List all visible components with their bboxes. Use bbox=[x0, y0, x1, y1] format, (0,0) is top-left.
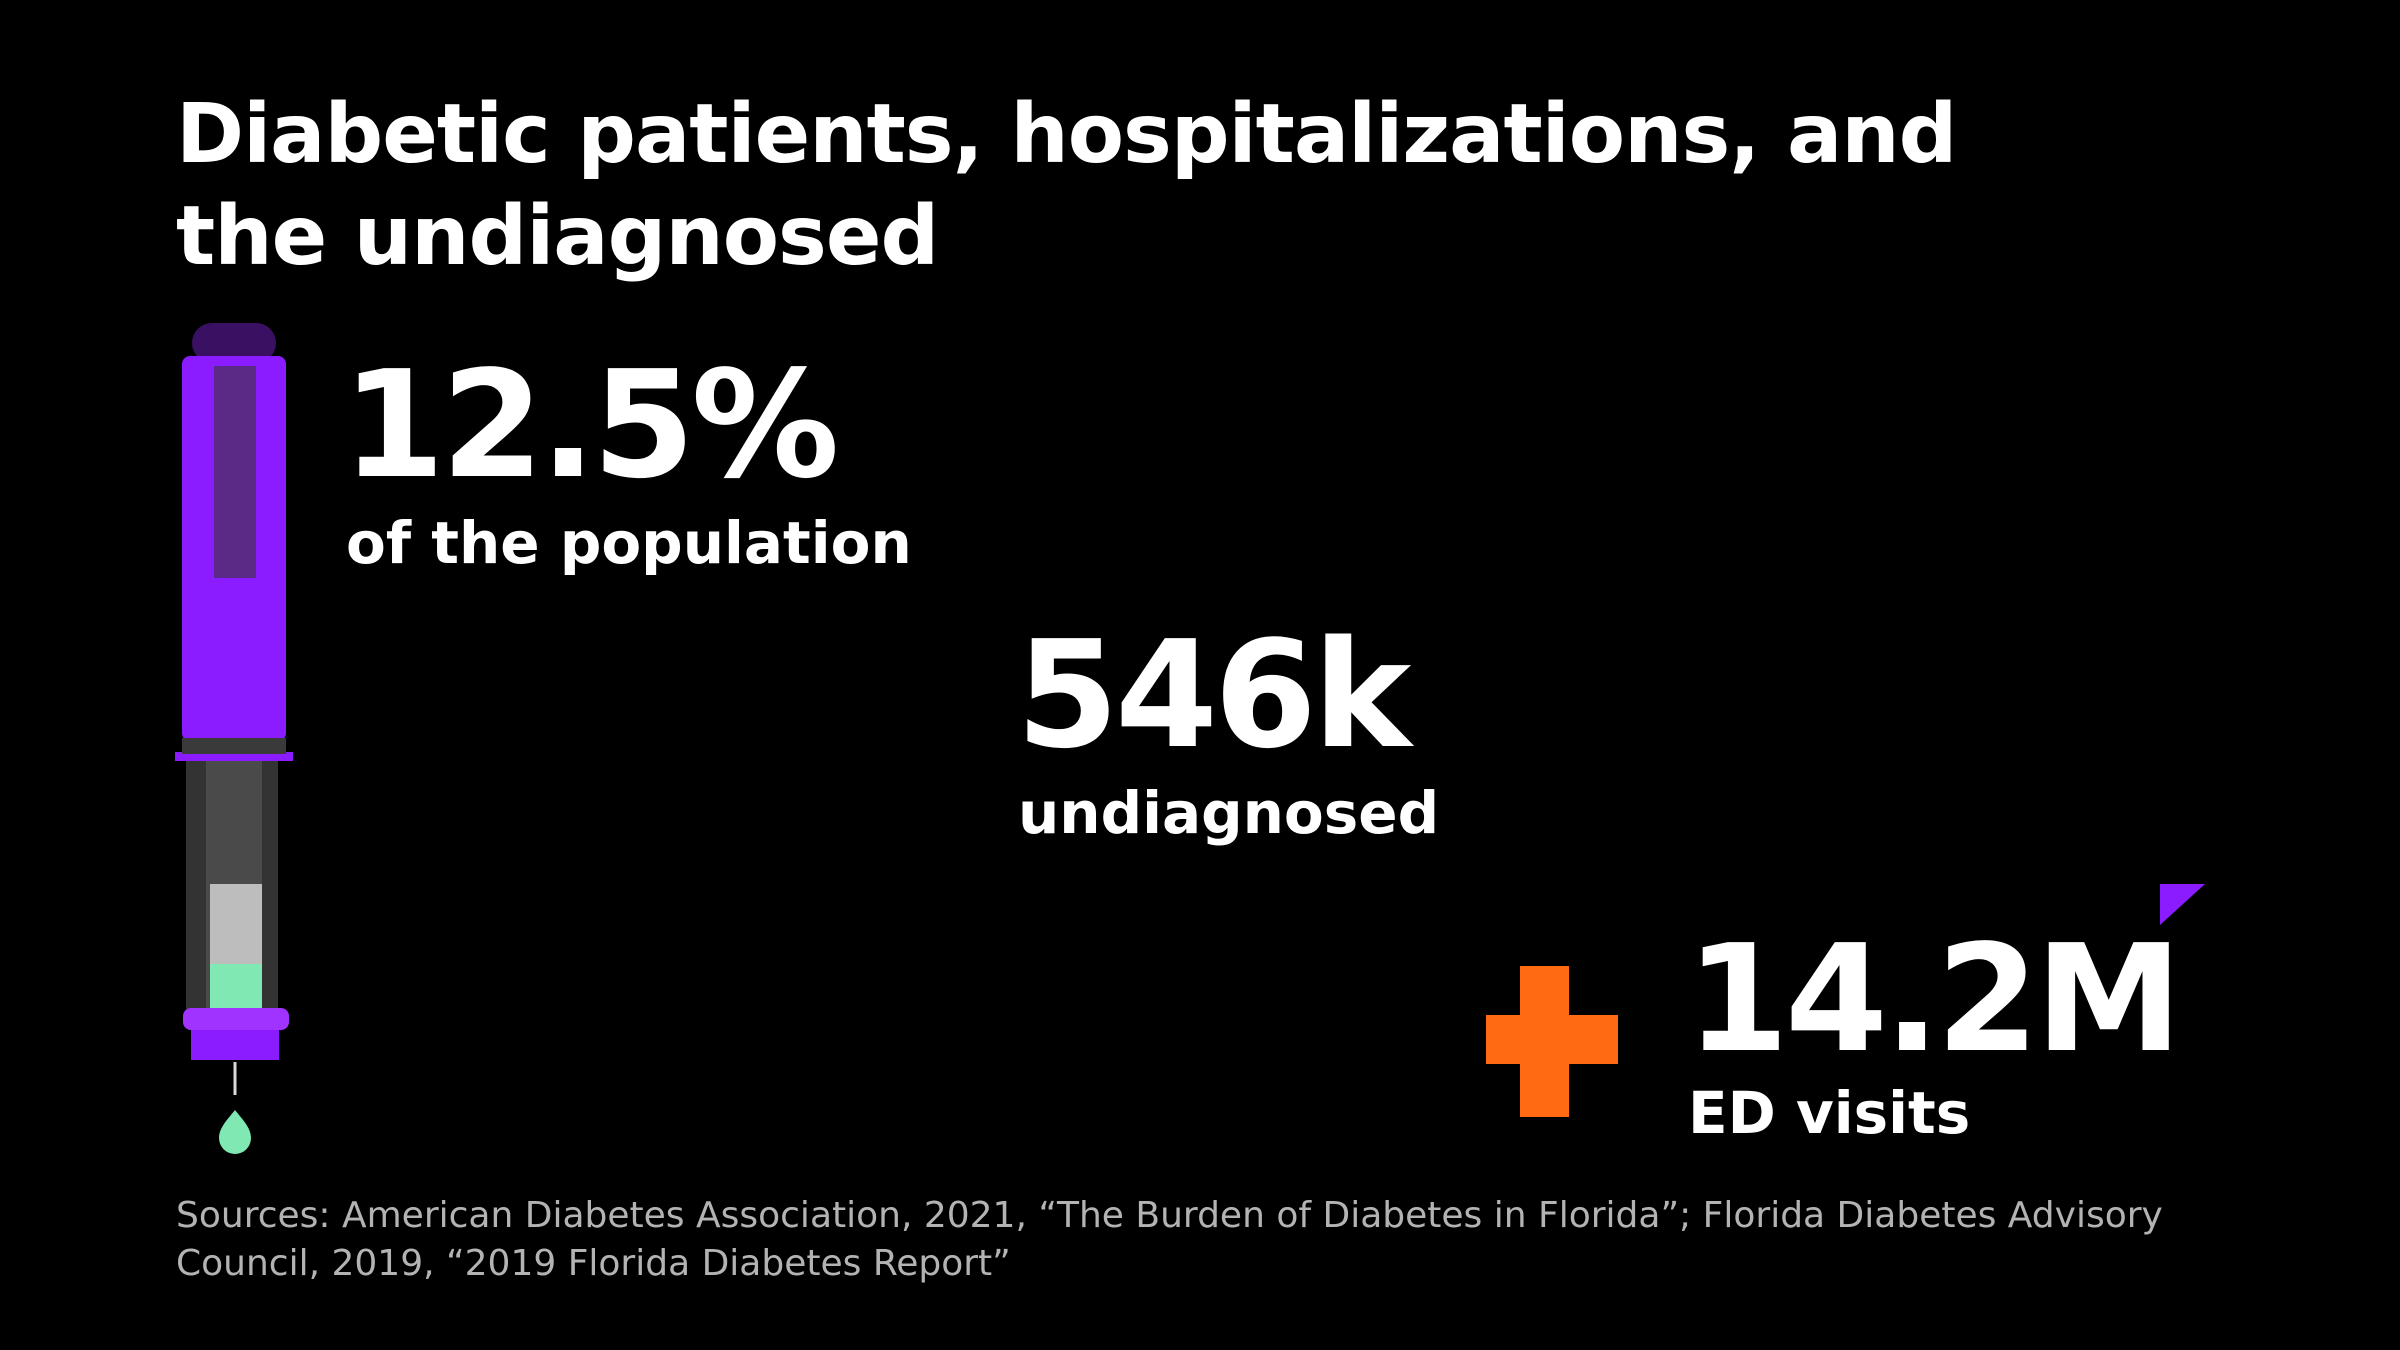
stat-undiagnosed-label: undiagnosed bbox=[1018, 779, 1440, 847]
stat-population-label: of the population bbox=[346, 509, 912, 577]
pen-window bbox=[210, 884, 262, 964]
stat-ed-visits-value: 14.2M bbox=[1686, 913, 2182, 1085]
pen-base bbox=[191, 1030, 279, 1060]
sources-footnote: Sources: American Diabetes Association, … bbox=[176, 1195, 2163, 1284]
pen-band bbox=[182, 738, 286, 754]
guide-lines bbox=[288, 631, 2205, 925]
insulin-pen-icon bbox=[175, 323, 293, 1095]
pen-cap-top bbox=[192, 323, 276, 363]
stat-undiagnosed-value: 546k bbox=[1016, 609, 1411, 781]
pen-body-highlight bbox=[214, 366, 256, 578]
medical-cross-icon bbox=[1486, 966, 1618, 1117]
stat-ed-visits-label: ED visits bbox=[1688, 1079, 1971, 1147]
droplet-icon bbox=[219, 1110, 251, 1154]
stat-population-value: 12.5% bbox=[342, 339, 839, 511]
chart-title: Diabetic patients, hospitalizations, and… bbox=[176, 87, 1957, 284]
pen-liquid bbox=[210, 964, 262, 1010]
pen-base-rim bbox=[183, 1008, 289, 1030]
pen-collar bbox=[175, 752, 293, 761]
arrow-head bbox=[2160, 884, 2205, 925]
